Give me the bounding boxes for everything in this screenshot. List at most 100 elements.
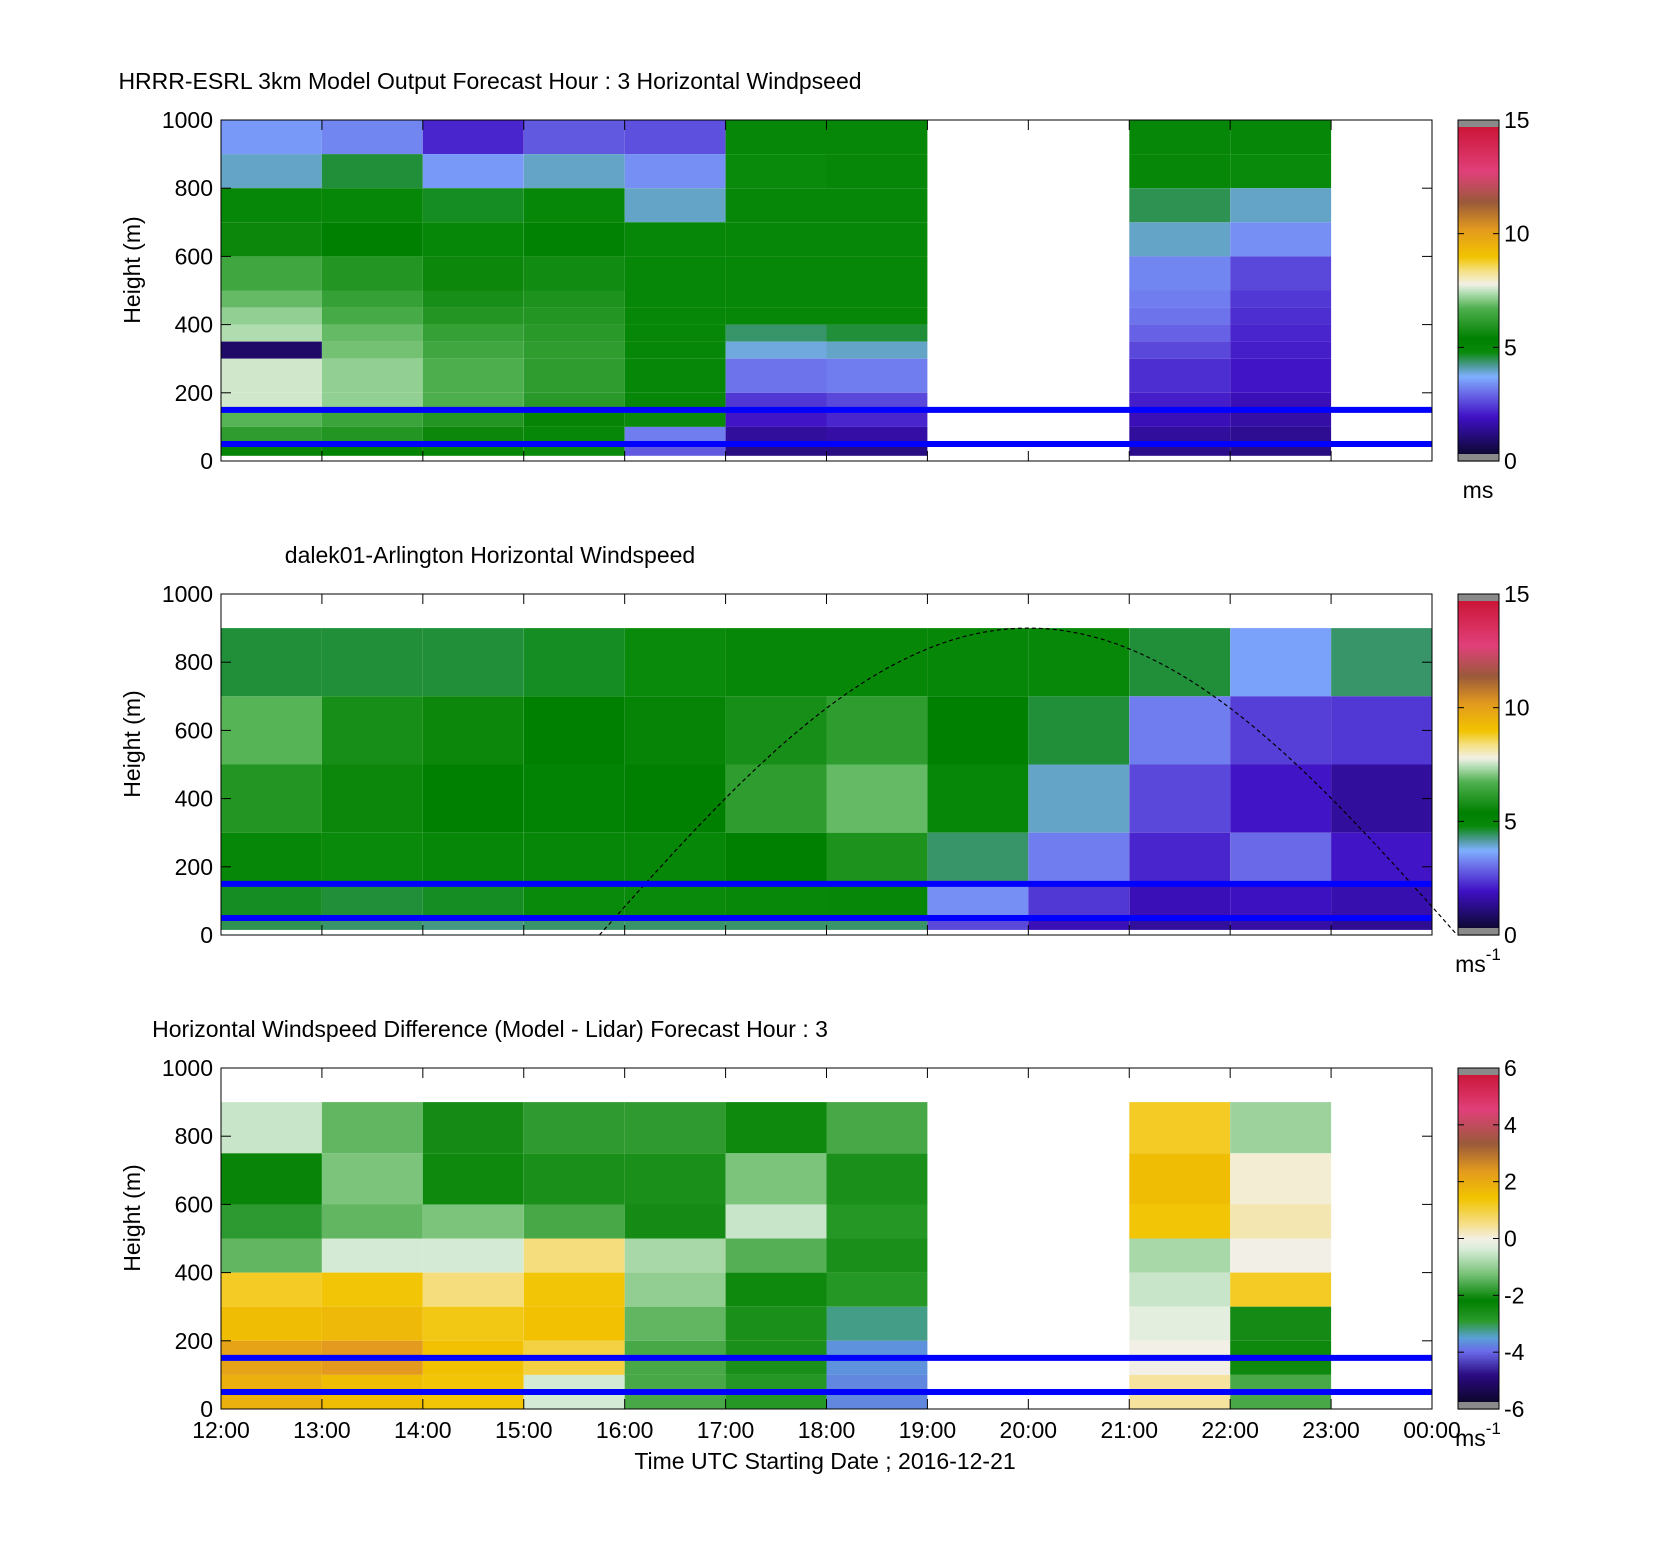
heatmap-cell (725, 341, 827, 359)
heatmap-cell (725, 1272, 827, 1307)
colorbar-swatch (1458, 356, 1499, 360)
colorbar-swatch (1458, 1117, 1499, 1120)
colorbar-swatch (1458, 154, 1499, 157)
heatmap-cell (221, 409, 322, 427)
heatmap-cell (321, 256, 423, 291)
colorbar-swatch (1458, 1374, 1499, 1378)
heatmap-cell (927, 918, 1029, 930)
colorbar-swatch (1458, 330, 1499, 334)
heatmap-cell (725, 222, 827, 257)
colorbar-swatch (1458, 1142, 1499, 1146)
colorbar-swatch (1458, 1310, 1499, 1314)
colorbar-swatch (1458, 269, 1499, 272)
heatmap-cell (826, 1272, 928, 1307)
colorbar-tick-label: 15 (1504, 581, 1530, 607)
heatmap-cell (221, 1153, 322, 1205)
colorbar-swatch (1458, 1364, 1499, 1367)
colorbar-swatch (1458, 209, 1499, 213)
heatmap-cell (725, 1238, 827, 1273)
heatmap-cell (422, 1204, 524, 1239)
colorbar-frame (1457, 593, 1500, 936)
heatmap-cell (1230, 1238, 1332, 1273)
colorbar-swatch (1458, 922, 1499, 925)
colorbar-swatch (1458, 1300, 1499, 1304)
heatmap-cell (321, 188, 423, 223)
heatmap-cell (422, 120, 524, 155)
colorbar-swatch (1458, 215, 1499, 219)
heatmap-cell (1129, 256, 1231, 291)
colorbar-swatch (1458, 1321, 1499, 1325)
colorbar-swatch (1458, 437, 1499, 441)
colorbar-swatch (1458, 896, 1499, 900)
colorbar-swatch (1458, 717, 1499, 721)
heatmap-cell (1331, 696, 1432, 765)
colorbar-swatch (1458, 741, 1499, 744)
colorbar-swatch (1458, 811, 1499, 815)
colorbar-swatch (1458, 715, 1499, 719)
colorbar-swatch (1458, 175, 1499, 179)
colorbar-swatch (1458, 736, 1499, 740)
colorbar-swatch (1458, 1219, 1499, 1223)
colorbar-swatch (1458, 1204, 1499, 1208)
colorbar-swatch (1458, 619, 1499, 623)
colorbar-swatch (1458, 1146, 1499, 1150)
colorbar-swatch (1458, 856, 1499, 859)
colorbar-swatch (1458, 645, 1499, 648)
colorbar-swatch (1458, 1332, 1499, 1336)
heatmap-cell (1129, 324, 1231, 342)
colorbar-overflow (1458, 1068, 1499, 1075)
colorbar-swatch (1458, 149, 1499, 153)
heatmap-cell (1028, 918, 1130, 930)
colorbar-swatch (1458, 1370, 1499, 1374)
colorbar-swatch (1458, 634, 1499, 638)
colorbar-swatch (1458, 1330, 1499, 1333)
colorbar-overflow (1458, 120, 1499, 127)
colorbar-swatch (1458, 339, 1499, 343)
colorbar-swatch (1458, 660, 1499, 663)
colorbar-swatch (1458, 847, 1499, 851)
colorbar-swatch (1458, 604, 1499, 608)
colorbar-swatch (1458, 743, 1499, 746)
colorbar-swatch (1458, 745, 1499, 749)
colorbar-swatch (1458, 1240, 1499, 1244)
heatmap-cell (1230, 358, 1332, 393)
colorbar-swatch (1458, 832, 1499, 836)
heatmap-cell (1331, 918, 1432, 930)
colorbar-swatch (1458, 734, 1499, 738)
heatmap-cell (321, 426, 423, 444)
heatmap-cell (826, 443, 928, 456)
heatmap-cell (321, 918, 423, 930)
colorbar-swatch (1458, 245, 1499, 249)
colorbar-tick-label: 0 (1504, 1226, 1517, 1252)
colorbar-swatch (1458, 700, 1499, 704)
colorbar-swatch (1458, 222, 1499, 226)
heatmap-cell (725, 443, 827, 456)
colorbar-swatch (1458, 1159, 1499, 1163)
colorbar-swatch (1458, 689, 1499, 693)
colorbar-swatch (1458, 156, 1499, 159)
colorbar-swatch (1458, 382, 1499, 385)
colorbar-tick-label: -4 (1504, 1339, 1525, 1365)
colorbar-swatch (1458, 1306, 1499, 1310)
heatmap-cell (1129, 409, 1231, 427)
heatmap-cell (826, 324, 928, 342)
heatmap-cell (422, 222, 524, 257)
heatmap-cell (725, 256, 827, 291)
colorbar-swatch (1458, 666, 1499, 670)
colorbar-swatch (1458, 813, 1499, 817)
heatmap-cell (624, 1204, 726, 1239)
y-tick-label: 400 (175, 312, 213, 338)
heatmap-cell (523, 883, 625, 918)
colorbar-swatch (1458, 724, 1499, 727)
heatmap-cell (1331, 883, 1432, 918)
colorbar-swatch (1458, 290, 1499, 294)
heatmap-cell (422, 324, 524, 342)
colorbar-swatch (1458, 420, 1499, 424)
heatmap-cell (321, 341, 423, 359)
colorbar-swatch (1458, 1215, 1499, 1218)
heatmap-cell (725, 358, 827, 393)
colorbar-swatch (1458, 843, 1499, 847)
colorbar-swatch (1458, 211, 1499, 215)
colorbar-swatch (1458, 913, 1499, 917)
heatmap-cell (1129, 188, 1231, 223)
